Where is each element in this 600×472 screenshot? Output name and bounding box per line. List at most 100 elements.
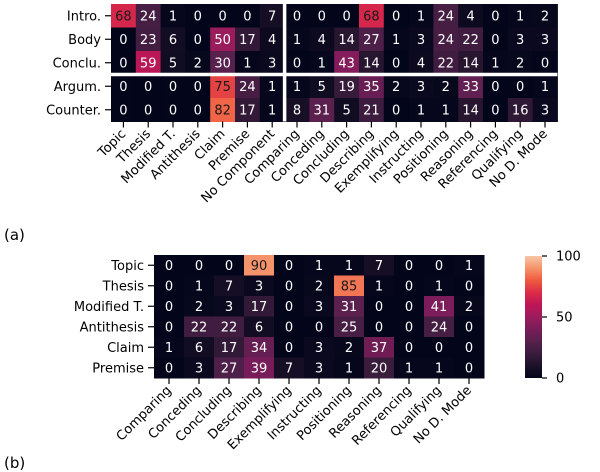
b-cell-modified-t-concluding bbox=[214, 296, 245, 317]
b-cell-value: 41 bbox=[431, 300, 448, 315]
a-cell-value: 3 bbox=[541, 33, 549, 48]
b-cell-value: 25 bbox=[341, 320, 358, 335]
b-cell-topic-reasoning bbox=[364, 255, 395, 276]
a-row-label-conclu: Conclu. bbox=[53, 56, 101, 71]
a-cell-value: 0 bbox=[144, 80, 152, 95]
b-cell-value: 0 bbox=[375, 300, 383, 315]
b-cell-modified-t-no-d-mode bbox=[454, 296, 485, 317]
a-cell-value: 2 bbox=[392, 80, 400, 95]
a-cell-body-describing bbox=[359, 27, 385, 52]
a-cell-intro-reasoning bbox=[458, 4, 484, 28]
a-cell-value: 0 bbox=[119, 103, 127, 118]
a-cell-conclu-qualifying bbox=[507, 51, 534, 75]
a-cell-value: 1 bbox=[491, 56, 499, 71]
a-cell-value: 2 bbox=[194, 56, 202, 71]
a-cell-value: 0 bbox=[318, 9, 326, 24]
colorbar-tick-label: 50 bbox=[556, 311, 573, 326]
b-cell-premise-qualifying bbox=[424, 357, 455, 379]
a-cell-value: 3 bbox=[516, 33, 524, 48]
a-cell-counter-positioning bbox=[433, 98, 459, 122]
a-cell-argum-positioning bbox=[433, 74, 459, 99]
a-cell-value: 82 bbox=[214, 103, 231, 118]
b-row-label-modified-t: Modified T. bbox=[74, 300, 144, 315]
a-cell-intro-comparing bbox=[284, 4, 310, 28]
colorbar-tick-label: 100 bbox=[556, 250, 581, 265]
b-cell-value: 0 bbox=[465, 320, 473, 335]
a-cell-counter-premise bbox=[235, 98, 261, 122]
a-cell-argum-exemplifying bbox=[383, 74, 410, 99]
b-cell-topic-describing bbox=[244, 255, 275, 276]
b-cell-value: 0 bbox=[165, 259, 173, 274]
a-cell-intro-no-component bbox=[259, 4, 286, 28]
b-cell-value: 0 bbox=[285, 279, 293, 294]
a-cell-conclu-modified-t bbox=[160, 51, 186, 75]
b-cell-value: 2 bbox=[195, 300, 203, 315]
a-cell-counter-no-d-mode bbox=[532, 98, 558, 122]
a-cell-argum-instructing bbox=[408, 74, 434, 99]
b-cell-thesis-reasoning bbox=[364, 275, 395, 297]
b-cell-claim-reasoning bbox=[364, 337, 395, 358]
a-cell-counter-conceding bbox=[309, 98, 335, 122]
a-cell-intro-no-d-mode bbox=[532, 4, 558, 28]
b-cell-antithesis-no-d-mode bbox=[454, 316, 485, 338]
a-cell-value: 14 bbox=[338, 33, 355, 48]
a-cell-argum-comparing bbox=[284, 74, 310, 99]
a-cell-value: 43 bbox=[338, 56, 355, 71]
a-cell-value: 4 bbox=[466, 9, 474, 24]
b-cell-modified-t-qualifying bbox=[424, 296, 455, 317]
b-cell-value: 7 bbox=[375, 259, 383, 274]
a-cell-argum-thesis bbox=[135, 74, 162, 99]
a-cell-conclu-exemplifying bbox=[383, 51, 410, 75]
b-cell-value: 31 bbox=[341, 300, 358, 315]
a-cell-value: 3 bbox=[268, 56, 276, 71]
a-cell-intro-exemplifying bbox=[383, 4, 410, 28]
b-cell-premise-reasoning bbox=[364, 357, 395, 379]
b-cell-value: 0 bbox=[165, 300, 173, 315]
a-cell-value: 1 bbox=[417, 103, 425, 118]
a-cell-argum-claim bbox=[210, 74, 236, 99]
b-cell-value: 2 bbox=[315, 279, 323, 294]
a-cell-value: 1 bbox=[516, 9, 524, 24]
a-cell-value: 1 bbox=[243, 56, 251, 71]
a-cell-value: 8 bbox=[293, 103, 301, 118]
a-cell-conclu-comparing bbox=[284, 51, 310, 75]
b-cell-modified-t-conceding bbox=[184, 296, 215, 317]
b-cell-premise-conceding bbox=[184, 357, 215, 379]
a-cell-value: 0 bbox=[342, 9, 350, 24]
b-cell-topic-concluding bbox=[214, 255, 245, 276]
a-cell-value: 35 bbox=[363, 80, 380, 95]
a-cell-body-positioning bbox=[433, 27, 459, 52]
a-row-label-intro: Intro. bbox=[67, 9, 101, 24]
a-cell-value: 0 bbox=[119, 80, 127, 95]
b-cell-value: 20 bbox=[371, 361, 388, 376]
b-cell-modified-t-comparing bbox=[154, 296, 185, 317]
a-cell-counter-referencing bbox=[483, 98, 509, 122]
b-cell-value: 6 bbox=[255, 320, 263, 335]
b-cell-claim-conceding bbox=[184, 337, 215, 358]
a-row-label-body: Body bbox=[68, 33, 101, 48]
b-cell-modified-t-instructing bbox=[304, 296, 335, 317]
b-row-label-premise: Premise bbox=[92, 361, 144, 376]
b-cell-value: 0 bbox=[435, 259, 443, 274]
a-cell-value: 17 bbox=[239, 33, 256, 48]
a-cell-value: 31 bbox=[314, 103, 331, 118]
colorbar: 0 50 100 bbox=[525, 250, 581, 387]
a-cell-intro-topic bbox=[111, 4, 137, 28]
b-cell-antithesis-referencing bbox=[394, 316, 425, 338]
a-cell-value: 22 bbox=[462, 33, 479, 48]
b-cell-value: 1 bbox=[375, 279, 383, 294]
a-cell-counter-exemplifying bbox=[383, 98, 410, 122]
a-cell-value: 0 bbox=[392, 56, 400, 71]
a-cell-value: 0 bbox=[491, 33, 499, 48]
b-cell-topic-exemplifying bbox=[274, 255, 305, 276]
a-cell-argum-referencing bbox=[483, 74, 509, 99]
a-cell-argum-describing bbox=[359, 74, 385, 99]
b-cell-antithesis-describing bbox=[244, 316, 275, 338]
a-cell-value: 0 bbox=[218, 9, 226, 24]
heatmap-panel-a: 68 24 1 0 0 0 7 0 0 0 68 0 1 24 4 0 1 20 23 6 0 50 17 4 1 4 14 27 1 3… bbox=[46, 4, 558, 206]
b-cell-thesis-instructing bbox=[304, 275, 335, 297]
b-cell-thesis-referencing bbox=[394, 275, 425, 297]
a-cell-value: 5 bbox=[318, 80, 326, 95]
a-cell-argum-conceding bbox=[309, 74, 335, 99]
